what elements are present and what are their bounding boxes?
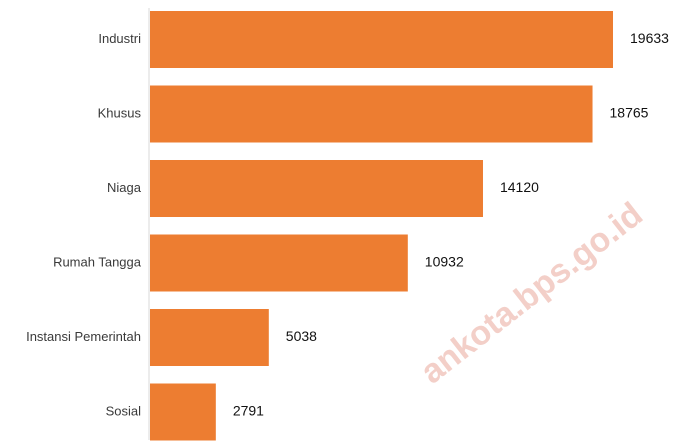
watermark: ankota.bps.go.id bbox=[414, 195, 650, 391]
value-label-instansi-pemerintah: 5038 bbox=[286, 328, 317, 344]
bar-niaga bbox=[150, 160, 483, 217]
category-label-rumah-tangga: Rumah Tangga bbox=[53, 254, 142, 269]
watermark-text: ankota.bps.go.id bbox=[414, 195, 650, 391]
value-label-industri: 19633 bbox=[630, 30, 669, 46]
category-label-industri: Industri bbox=[98, 31, 141, 46]
bar-instansi-pemerintah bbox=[150, 309, 269, 366]
bar-khusus bbox=[150, 85, 593, 143]
category-label-instansi-pemerintah: Instansi Pemerintah bbox=[26, 329, 141, 344]
category-label-sosial: Sosial bbox=[106, 403, 142, 418]
value-label-rumah-tangga: 10932 bbox=[425, 254, 464, 270]
value-label-niaga: 14120 bbox=[500, 179, 539, 195]
bars-layer: Industri 19633 Khusus 18765 Niaga 14120 Rumah … bbox=[26, 11, 669, 441]
category-label-khusus: Khusus bbox=[98, 105, 142, 120]
value-label-sosial: 2791 bbox=[233, 403, 264, 419]
category-label-niaga: Niaga bbox=[107, 180, 142, 195]
bar-rumah-tangga bbox=[150, 234, 408, 292]
value-label-khusus: 18765 bbox=[610, 105, 649, 121]
bar-industri bbox=[150, 11, 613, 68]
bar-sosial bbox=[150, 383, 216, 441]
